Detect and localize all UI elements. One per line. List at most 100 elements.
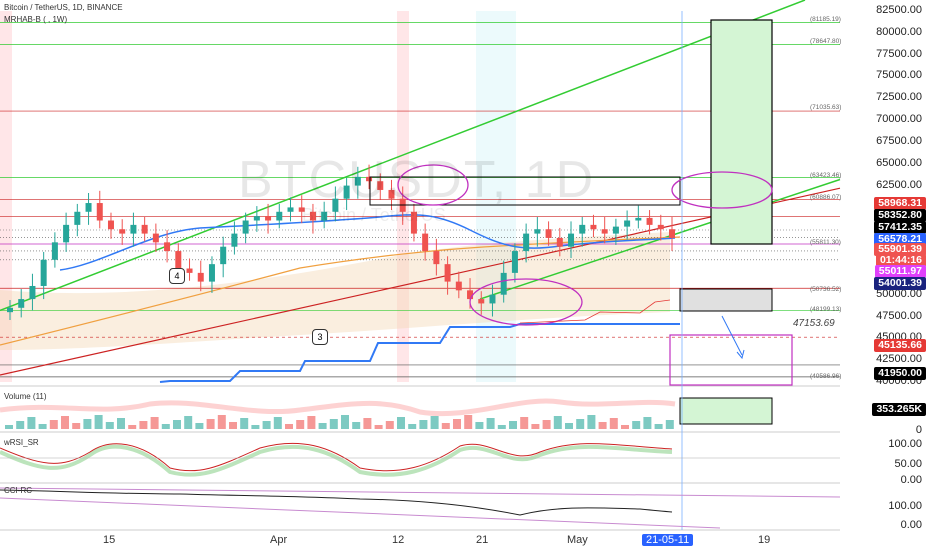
- candle-body: [51, 242, 58, 260]
- price-tag: 57412.35: [874, 221, 926, 234]
- candle-body: [545, 229, 552, 238]
- volume-bar: [374, 425, 383, 429]
- candle-body: [197, 272, 204, 282]
- volume-wave: [0, 398, 676, 417]
- candle-body: [63, 224, 70, 243]
- volume-bar: [83, 419, 92, 429]
- volume-bar: [553, 416, 562, 429]
- candle-body: [489, 294, 496, 304]
- volume-bar: [643, 417, 652, 429]
- volume-bar: [609, 418, 618, 429]
- volume-bar: [49, 420, 58, 429]
- candle-body: [624, 220, 631, 227]
- price-axis-tick: 82500.00: [876, 4, 922, 16]
- price-axis-tick: 75000.00: [876, 69, 922, 82]
- fib-level-label: (55811.30): [810, 239, 841, 246]
- cci-axis-tick: 100.00: [888, 500, 922, 512]
- red-stop-line: [519, 299, 671, 324]
- volume-bar: [161, 424, 170, 429]
- bottom-ellipse: [469, 278, 583, 326]
- volume-value-tag: 353.265K: [872, 403, 926, 416]
- fib-level-label: (48199.13): [810, 306, 842, 313]
- candle-body: [96, 203, 103, 221]
- volume-bar: [430, 416, 439, 429]
- red-band: [0, 11, 12, 382]
- time-axis-label: 21: [476, 534, 489, 546]
- right-ellipse: [671, 171, 773, 209]
- wave-label-3: 3: [312, 329, 328, 345]
- fib-level-label: (81185.19): [810, 16, 841, 23]
- symbol-title: Bitcoin / TetherUS, 1D, BINANCE: [4, 3, 123, 12]
- volume-bar: [27, 417, 36, 429]
- volume-bar: [262, 421, 271, 429]
- candle-body: [7, 307, 13, 313]
- candle-body: [579, 224, 586, 234]
- volume-bar: [16, 421, 25, 429]
- volume-bar: [441, 423, 450, 429]
- volume-bar: [509, 421, 517, 429]
- candle-body: [523, 233, 530, 252]
- volume-bar: [419, 420, 428, 429]
- candle-body: [388, 189, 395, 199]
- volume-bar: [531, 424, 540, 429]
- volume-bar: [475, 422, 484, 429]
- volume-bar: [61, 416, 69, 429]
- cci-title: CCI-RC: [4, 486, 32, 495]
- candle-body: [657, 224, 664, 230]
- arrow-head: [736, 349, 745, 360]
- volume-box: [679, 397, 773, 425]
- candle-body: [85, 203, 92, 212]
- price-axis-tick: 62500.00: [876, 178, 922, 191]
- volume-bar: [38, 424, 47, 429]
- candle-body: [669, 229, 675, 238]
- target-zone: [669, 334, 793, 386]
- candle-body: [298, 207, 305, 212]
- candle-body: [231, 233, 238, 247]
- volume-bar: [341, 415, 349, 429]
- volume-bar: [240, 418, 249, 429]
- candle-body: [220, 246, 227, 265]
- indicator-title: MRHAB-B ( , 1W): [4, 15, 68, 24]
- candle-body: [612, 226, 619, 234]
- candle-body: [107, 220, 114, 230]
- price-axis-tick: 47500.00: [876, 309, 922, 322]
- volume-bar: [229, 422, 237, 429]
- price-axis-tick: 50000.00: [876, 287, 922, 300]
- volume-bar: [520, 417, 529, 429]
- cci-trend: [0, 487, 841, 498]
- candle-body: [321, 211, 328, 221]
- price-axis-tick: 67500.00: [876, 134, 922, 147]
- candle-body: [309, 211, 316, 221]
- cci-trend: [0, 497, 721, 529]
- fib-level-label: (50736.52): [810, 286, 842, 293]
- volume-bar: [318, 423, 327, 429]
- volume-bar: [128, 425, 137, 429]
- volume-bar: [173, 420, 181, 429]
- candle-body: [332, 198, 339, 212]
- volume-bar: [464, 415, 473, 429]
- volume-bar: [385, 421, 394, 429]
- volume-bar: [408, 424, 417, 429]
- candle-body: [601, 229, 608, 234]
- volume-bar: [352, 422, 361, 429]
- volume-bar: [94, 415, 103, 429]
- candle-body: [377, 181, 384, 190]
- cyan-band: [476, 11, 516, 382]
- volume-bar: [486, 418, 495, 429]
- fib-level-label: (63423.46): [810, 172, 842, 179]
- price-tag: 45135.66: [874, 339, 926, 352]
- price-tag: 54001.39: [874, 277, 926, 290]
- price-axis-tick: 65000.00: [876, 156, 922, 169]
- candle-body: [130, 224, 137, 234]
- volume-bar: [184, 416, 193, 429]
- candle-body: [366, 176, 373, 182]
- fib-level-label: (60886.07): [810, 194, 842, 201]
- wrsi-axis-tick: 100.00: [888, 438, 922, 450]
- volume-bar: [5, 425, 13, 429]
- time-axis-label: Apr: [270, 534, 288, 546]
- volume-bar: [363, 418, 372, 429]
- candle-body: [141, 224, 148, 234]
- red-trend-line: [0, 187, 841, 376]
